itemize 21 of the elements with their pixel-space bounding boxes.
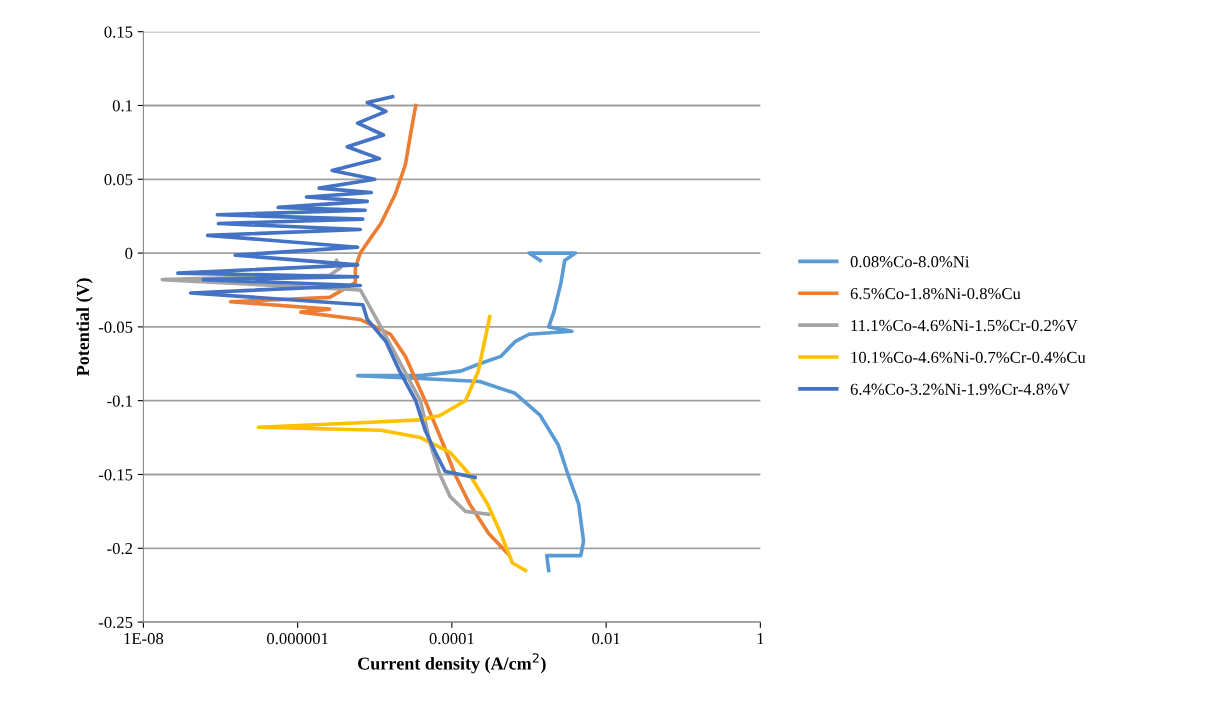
x-tick-label: 1E-08 (124, 632, 164, 645)
y-tick-label: -0.25 (98, 616, 133, 629)
legend-label: 11.1%Co-4.6%Ni-1.5%Cr-0.2%V (851, 319, 1078, 332)
y-tick-label: 0.1 (112, 100, 132, 112)
legend-label: 0.08%Co-8.0%Ni (850, 256, 970, 268)
y-tick-label: -0.1 (107, 395, 132, 407)
x-tick-label: 0.01 (592, 632, 620, 645)
x-axis-title: Current density (A/cm$^{2}$) (358, 653, 546, 674)
y-tick-label: 0.15 (104, 26, 133, 38)
x-tick-label: 1 (757, 633, 764, 645)
x-tick-label: 0.000001 (267, 632, 328, 645)
x-tick-label: 0.0001 (429, 632, 474, 645)
y-axis-title: Potential (V) (76, 278, 93, 376)
y-tick-label: -0.2 (107, 542, 133, 555)
y-tick-label: 0 (125, 247, 133, 260)
y-tick-label: 0.05 (104, 173, 133, 186)
y-tick-label: -0.15 (98, 469, 133, 481)
legend-label: 10.1%Co-4.6%Ni-0.7%Cr-0.4%Cu (851, 351, 1086, 364)
y-tick-label: -0.05 (98, 321, 133, 333)
legend-label: 6.4%Co-3.2%Ni-1.9%Cr-4.8%V (850, 383, 1070, 395)
legend-label: 6.5%Co-1.8%Ni-0.8%Cu (850, 287, 1021, 300)
